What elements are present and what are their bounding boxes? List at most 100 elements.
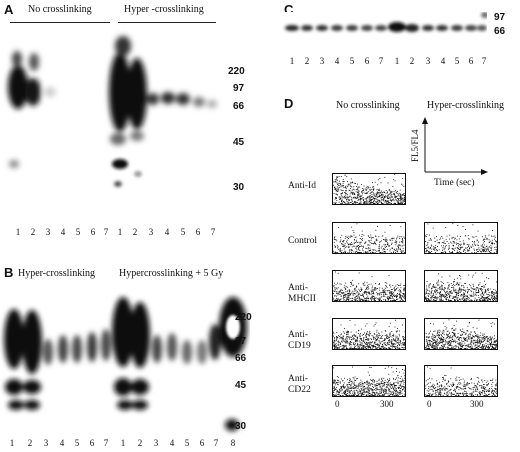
- panel-a-lane-label: 7: [103, 227, 109, 237]
- panel-d-x-tick-0-left: 0: [335, 399, 340, 409]
- panel-a-letter: A: [4, 2, 14, 17]
- band-c-l3: [316, 25, 328, 31]
- panel-c-letter: C: [284, 2, 294, 17]
- panel-c-lane-label: 7: [481, 56, 487, 66]
- flow-dots: [425, 223, 497, 253]
- panel-d-axis-arrows: [422, 117, 488, 175]
- flow-plot-anti-cd19-hyper-crosslinking: [424, 318, 498, 350]
- panel-a-mw-97: 97: [233, 83, 245, 94]
- panel-b-lane-label: 6: [89, 438, 95, 448]
- band-b-l5: [72, 335, 82, 363]
- panel-c-lane-label: 1: [289, 56, 295, 66]
- band-c-l6: [361, 25, 373, 31]
- band-b-r3: [152, 335, 162, 363]
- panel-a-mw-45: 45: [233, 137, 245, 148]
- panel-c-lane-label: 3: [425, 56, 431, 66]
- panel-c-lane-label: 4: [334, 56, 340, 66]
- panel-c-lane-label: 1: [394, 56, 400, 66]
- flow-plot-anti-id-no-crosslinking: [332, 173, 406, 205]
- band-c-r7: [477, 25, 487, 31]
- band-a-r1-mid: [110, 133, 126, 145]
- panel-c-lane-label: 6: [468, 56, 474, 66]
- flow-plot-control-no-crosslinking: [332, 222, 406, 254]
- band-b-l1-low: [5, 379, 23, 395]
- panel-b-mw-45: 45: [235, 380, 247, 391]
- band-a-l1-lower: [9, 160, 19, 168]
- panel-d-x-tick-0-right: 0: [427, 399, 432, 409]
- band-c-r3: [422, 25, 434, 31]
- band-b-r1-low: [114, 378, 132, 396]
- panel-c-lane-label: 5: [349, 56, 355, 66]
- panel-d-header-no-crosslinking: No crosslinking: [336, 100, 400, 111]
- band-a-l2-upper: [29, 53, 39, 71]
- flow-dots: [333, 319, 405, 349]
- panel-b-lane-label: 7: [103, 438, 109, 448]
- flow-plot-anti-cd22-hyper-crosslinking: [424, 365, 498, 397]
- panel-c-blot: [282, 12, 487, 52]
- panel-c-lane-label: 6: [364, 56, 370, 66]
- band-a-r7: [207, 100, 217, 108]
- band-c-l2: [301, 25, 313, 31]
- band-b-l8-low: [225, 419, 239, 431]
- panel-d-y-axis-label: FL5/FL4: [410, 129, 420, 162]
- panel-d-row-label-control: Control: [288, 236, 318, 246]
- panel-b-mw-220: 220: [235, 312, 252, 323]
- panel-b-lane-label: 7: [213, 438, 219, 448]
- panel-b-lane-label: 6: [199, 438, 205, 448]
- panel-c-lane-label: 2: [409, 56, 415, 66]
- panel-b-letter: B: [4, 265, 14, 280]
- band-b-l2-low: [23, 380, 41, 394]
- panel-b-mw-97: 97: [235, 336, 247, 347]
- band-c-l7: [375, 25, 387, 31]
- band-c-r4: [436, 25, 448, 31]
- panel-a-header-hyper-crosslinking: Hyper -crosslinking: [124, 4, 204, 15]
- panel-a-lane-label: 2: [132, 227, 138, 237]
- band-a-r5: [176, 93, 190, 105]
- panel-d-row-label-anti-cd19: Anti- CD19: [288, 330, 311, 351]
- panel-a-lane-label: 1: [15, 227, 21, 237]
- panel-b-lane-label: 3: [43, 438, 49, 448]
- panel-b-lane-label: 4: [59, 438, 65, 448]
- band-b-r2-low: [131, 379, 149, 395]
- band-a-l2-main: [25, 78, 41, 106]
- panel-b-lane-label: 8: [230, 438, 236, 448]
- band-c-r1: [388, 22, 406, 32]
- panel-a-mw-30: 30: [233, 182, 245, 193]
- band-c-marker: [481, 12, 487, 18]
- band-b-r2-main: [130, 302, 150, 368]
- panel-a-bracket-left: [10, 22, 110, 23]
- panel-a-lane-label: 3: [45, 227, 51, 237]
- panel-b-lane-label: 5: [74, 438, 80, 448]
- band-b-r7: [209, 324, 221, 360]
- panel-a-lane-label: 4: [60, 227, 66, 237]
- panel-c-lane-label: 3: [319, 56, 325, 66]
- band-a-r2-mid: [130, 131, 144, 141]
- panel-a-lane-label: 6: [90, 227, 96, 237]
- panel-b-lane-label: 4: [169, 438, 175, 448]
- panel-b-blot: [0, 287, 250, 437]
- flow-dots: [333, 223, 405, 253]
- band-b-l7: [101, 329, 111, 361]
- band-b-l2-main: [22, 310, 42, 374]
- panel-a-bracket-right: [118, 22, 216, 23]
- band-b-l1-main: [4, 309, 24, 369]
- band-a-r4: [161, 92, 175, 104]
- panel-c-lane-label: 7: [378, 56, 384, 66]
- panel-b-lane-label: 2: [27, 438, 33, 448]
- panel-d-header-hyper-crosslinking: Hyper-crosslinking: [427, 100, 505, 111]
- panel-d-x-axis-label: Time (sec): [434, 178, 475, 188]
- flow-dots: [425, 272, 497, 301]
- panel-b-lane-label: 2: [137, 438, 143, 448]
- panel-a-lane-label: 1: [117, 227, 123, 237]
- panel-b-lane-label: 5: [184, 438, 190, 448]
- band-a-l1-upper: [12, 51, 22, 67]
- panel-a-blot: [0, 24, 225, 229]
- panel-a-lane-label: 5: [180, 227, 186, 237]
- band-b-l2-bot: [24, 400, 40, 410]
- flow-dots: [425, 319, 497, 349]
- band-a-r3: [147, 93, 159, 105]
- band-b-r1-bot: [117, 400, 133, 410]
- panel-b-lane-label: 1: [120, 438, 126, 448]
- panel-d-x-tick-300-left: 300: [380, 399, 394, 409]
- flow-dots: [333, 271, 405, 301]
